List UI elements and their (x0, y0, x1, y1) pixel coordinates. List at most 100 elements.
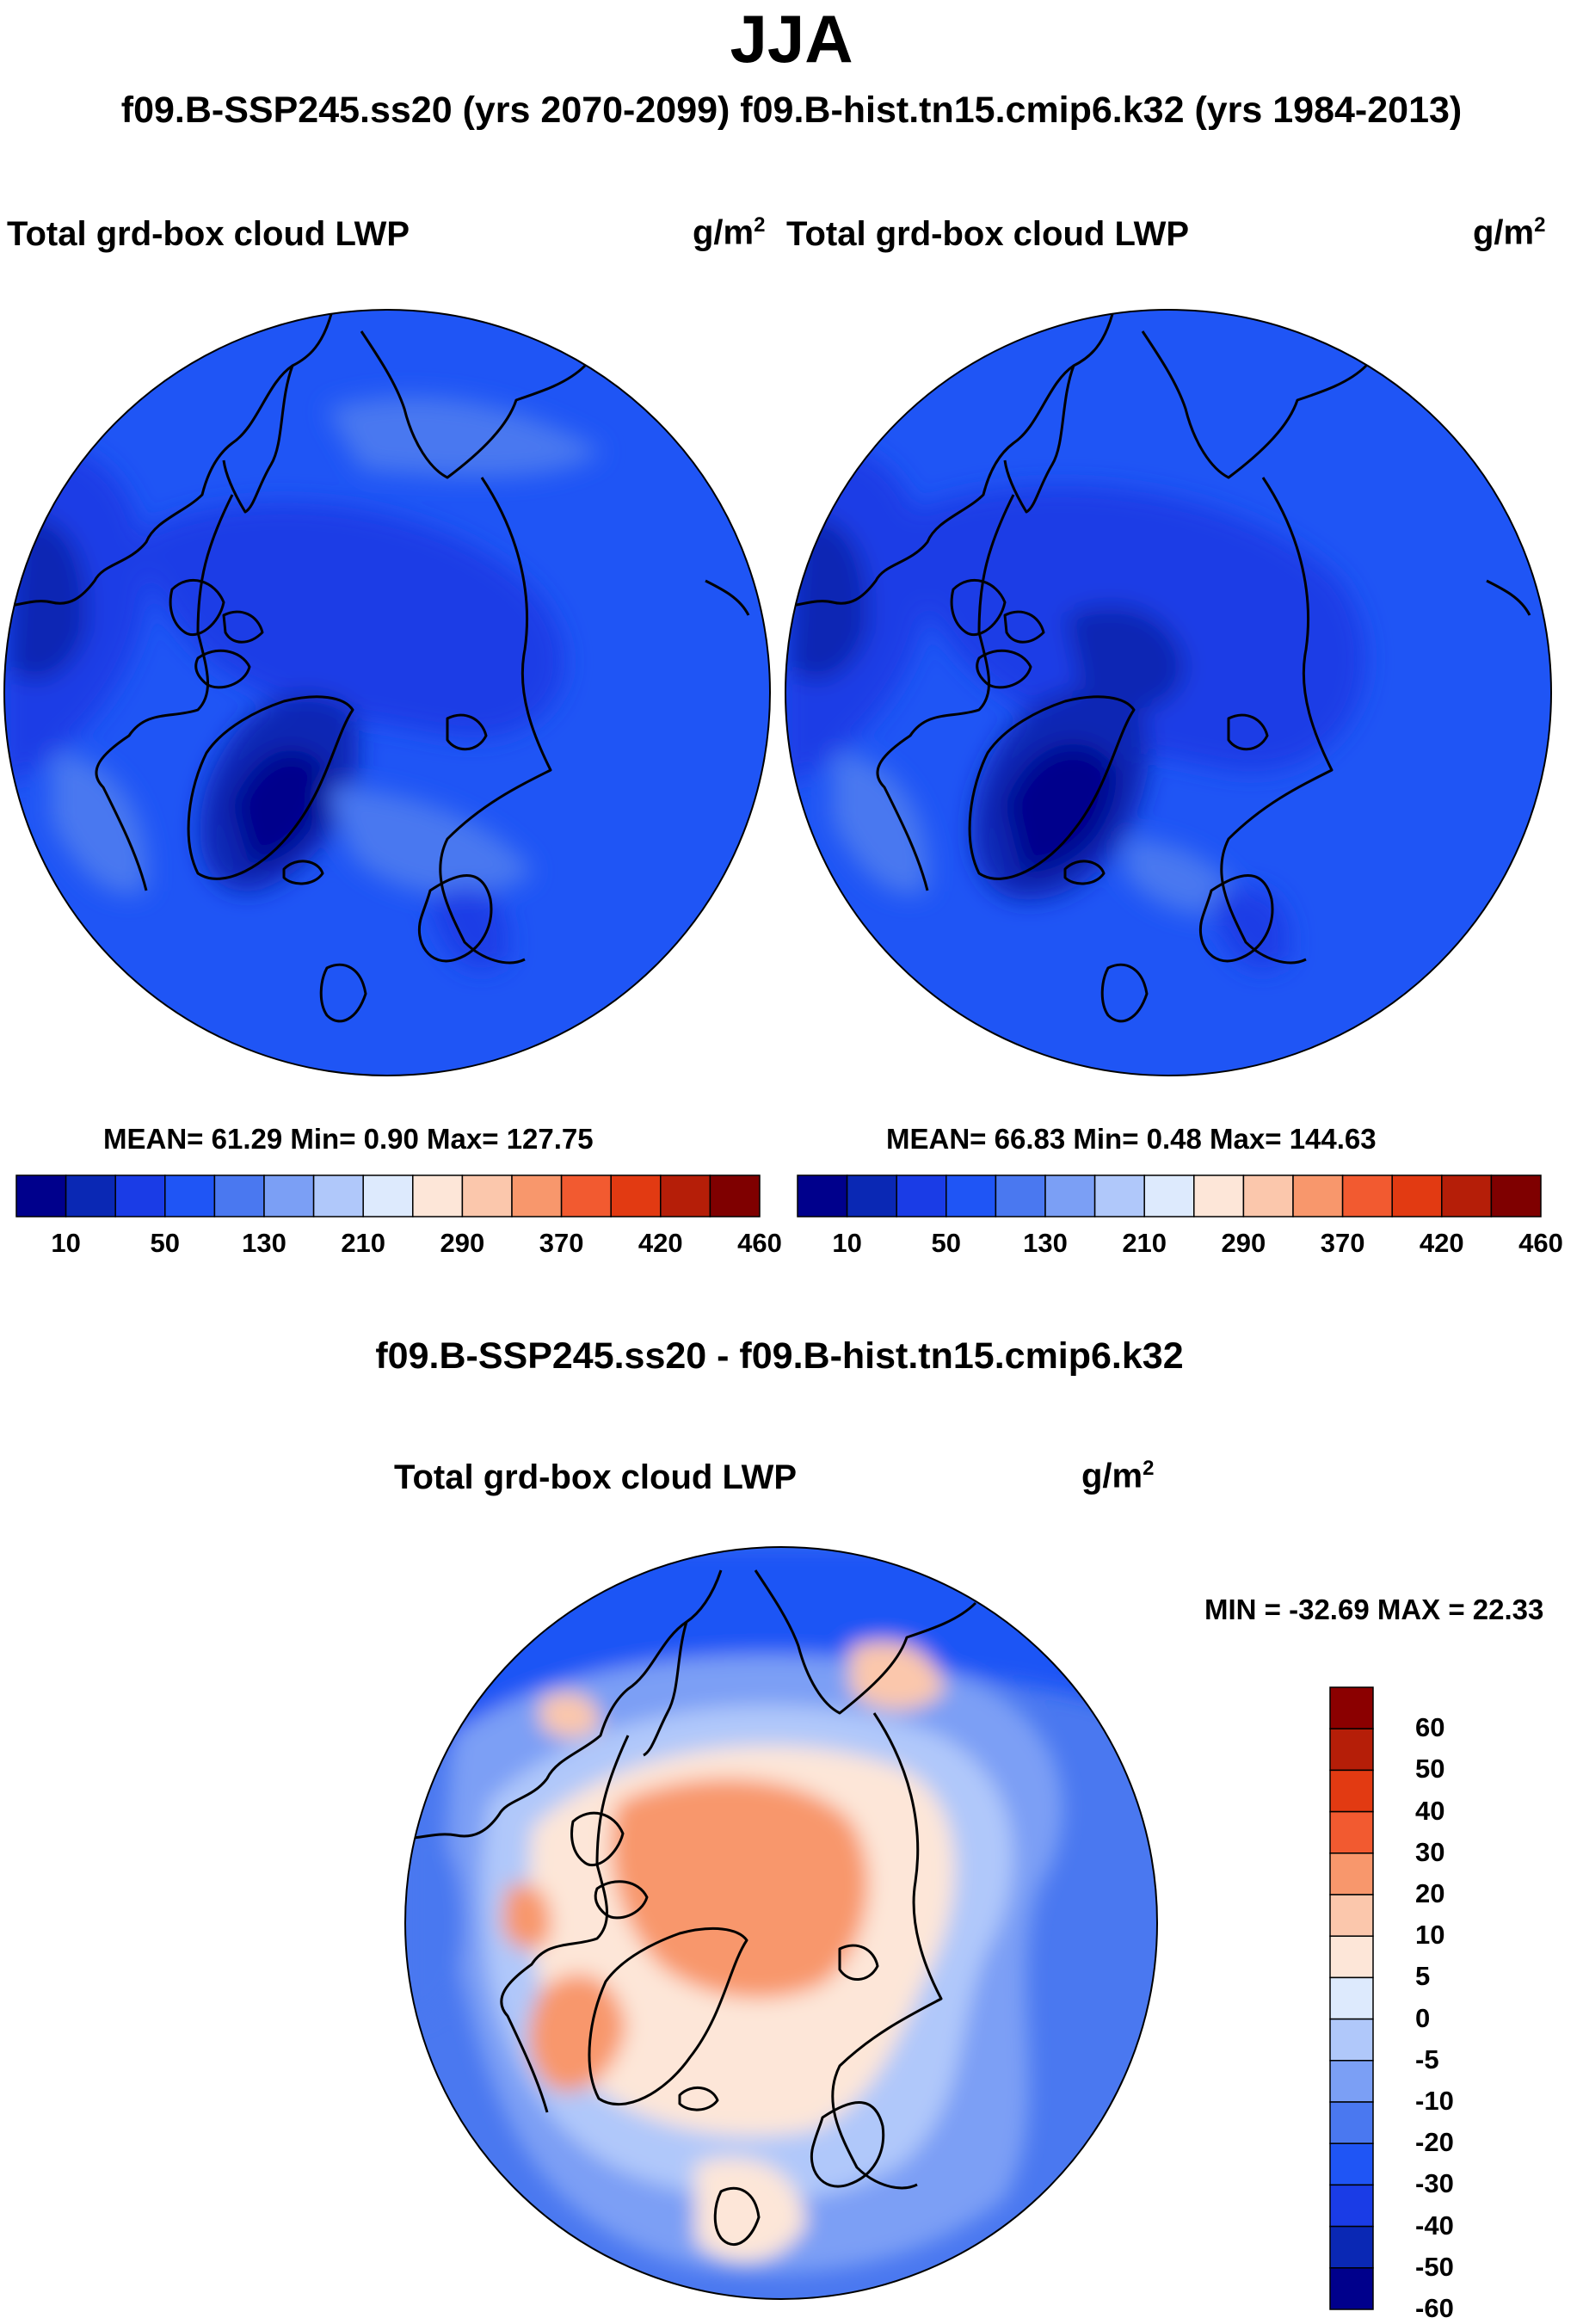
right-colorbar-box-5 (1044, 1174, 1096, 1217)
right-colorbar-box-12 (1391, 1174, 1443, 1217)
difference-colorbar-tick-label: -20 (1415, 2127, 1454, 2158)
right-colorbar-box-8 (1193, 1174, 1245, 1217)
difference-map-coast-siberia (831, 1712, 943, 2190)
right-colorbar-box-14 (1490, 1174, 1542, 1217)
left-map-coast-iceland (282, 860, 324, 885)
left-colorbar-tick-label: 10 (51, 1228, 81, 1258)
difference-map-coast-hudson (500, 1735, 630, 2113)
difference-map-region-alaska (540, 1692, 601, 1738)
difference-map (404, 1546, 1158, 2300)
left-colorbar-box-10 (511, 1174, 563, 1217)
right-colorbar-box-2 (896, 1174, 947, 1217)
left-colorbar-box-3 (164, 1174, 216, 1217)
left-colorbar-box-6 (312, 1174, 364, 1217)
difference-colorbar-tick-label: 40 (1415, 1795, 1445, 1826)
left-map-region-greenland-core (232, 749, 327, 865)
right-colorbar-tick-label: 10 (832, 1228, 862, 1258)
left-colorbar-box-11 (560, 1174, 612, 1217)
difference-colorbar-box-14 (1329, 2267, 1374, 2310)
left-panel-units: g/m2 (693, 213, 766, 252)
left-map-coast-canada (4, 364, 293, 608)
difference-map-coast-novaya-zemlya (838, 1944, 879, 1981)
difference-colorbar-box-5 (1329, 1894, 1374, 1937)
left-map-region-north-atlantic (327, 787, 533, 895)
difference-colorbar-tick-label: -40 (1415, 2210, 1454, 2241)
left-colorbar-box-8 (412, 1174, 464, 1217)
left-map-coast-alaska (222, 313, 333, 514)
difference-map-coast-greenland (588, 1926, 748, 2106)
left-map-coast-island-1 (169, 578, 225, 636)
difference-colorbar-box-6 (1329, 1935, 1374, 1979)
right-map-coast-greenland (968, 695, 1136, 880)
left-map-border (3, 309, 771, 1076)
figure-title: JJA (730, 1, 853, 77)
right-map-coast-scandinavia (1198, 874, 1274, 963)
left-colorbar (15, 1174, 761, 1217)
right-map-coast-island-1 (950, 578, 1007, 636)
left-map-coast-island-3 (222, 610, 264, 644)
right-map-coast-island-3 (1003, 610, 1045, 644)
difference-map-region-chukotka (850, 1641, 945, 1711)
left-map-coast-east (705, 579, 750, 616)
left-map (3, 309, 771, 1076)
difference-colorbar-tick-label: 30 (1415, 1836, 1445, 1867)
difference-colorbar-tick-label: -60 (1415, 2293, 1454, 2323)
difference-colorbar-box-0 (1329, 1686, 1374, 1729)
difference-colorbar-tick-label: -50 (1415, 2251, 1454, 2282)
difference-map-region-siberia (405, 1803, 465, 2021)
left-map-coast-scandinavia (417, 874, 493, 963)
right-map-coast-east (1486, 579, 1531, 616)
right-colorbar-box-10 (1292, 1174, 1344, 1217)
left-colorbar-tick-label: 420 (638, 1228, 683, 1258)
left-map-coast-island-2 (194, 649, 251, 689)
right-map-coast-alaska (1003, 313, 1114, 514)
left-colorbar-box-14 (709, 1174, 761, 1217)
right-colorbar-box-11 (1341, 1174, 1393, 1217)
difference-colorbar-tick-label: -5 (1415, 2044, 1439, 2074)
right-map-region-hudson (833, 753, 929, 894)
difference-colorbar-box-2 (1329, 1769, 1374, 1813)
right-colorbar (797, 1174, 1542, 1217)
left-colorbar-tick-label: 370 (539, 1228, 584, 1258)
right-colorbar-tick-label: 420 (1419, 1228, 1464, 1258)
left-colorbar-box-0 (15, 1174, 67, 1217)
difference-colorbar-tick-label: 50 (1415, 1754, 1445, 1785)
left-map-region-pacific (327, 397, 602, 477)
right-map-coast-island-2 (976, 649, 1032, 689)
right-colorbar-tick-label: 460 (1518, 1228, 1563, 1258)
difference-colorbar-tick-label: 10 (1415, 1920, 1445, 1951)
difference-colorbar-tick-label: -30 (1415, 2168, 1454, 2199)
difference-map-coast-scandinavia (810, 2101, 885, 2188)
left-panel-title: Total grd-box cloud LWP (7, 215, 410, 253)
difference-map-coast-canada (405, 1620, 687, 1840)
right-map-coast-chukotka (1141, 330, 1368, 479)
left-colorbar-box-4 (213, 1174, 265, 1217)
left-colorbar-tick-label: 50 (150, 1228, 181, 1258)
left-map-coast-novaya-zemlya (446, 713, 488, 751)
right-map-border (785, 309, 1552, 1076)
right-colorbar-tick-label: 370 (1320, 1228, 1365, 1258)
left-colorbar-tick-label: 210 (341, 1228, 386, 1258)
right-map-coast-novaya-zemlya (1227, 713, 1269, 751)
difference-map-coast-alaska (643, 1569, 723, 1757)
right-panel-title: Total grd-box cloud LWP (786, 215, 1190, 253)
left-map-coast-hudson (95, 494, 234, 891)
difference-panel-title: Total grd-box cloud LWP (394, 1458, 798, 1496)
right-map (785, 309, 1552, 1076)
left-colorbar-tick-label: 460 (737, 1228, 782, 1258)
right-colorbar-box-3 (945, 1174, 997, 1217)
difference-colorbar-box-4 (1329, 1852, 1374, 1896)
right-map-region-north-atlantic (1125, 839, 1246, 915)
left-map-coast-chukotka (360, 330, 587, 479)
right-colorbar-box-9 (1242, 1174, 1294, 1217)
difference-map-border (404, 1546, 1158, 2300)
right-colorbar-tick-label: 50 (931, 1228, 962, 1258)
difference-map-coast-iceland (678, 2087, 719, 2111)
left-panel-stats: MEAN= 61.29 Min= 0.90 Max= 127.75 (103, 1123, 594, 1155)
left-map-coast-britain (319, 963, 367, 1023)
difference-colorbar-box-8 (1329, 2018, 1374, 2062)
right-map-region-pole (1065, 605, 1186, 710)
difference-colorbar-box-13 (1329, 2225, 1374, 2269)
difference-colorbar-box-1 (1329, 1728, 1374, 1772)
difference-colorbar-tick-label: 0 (1415, 2002, 1431, 2033)
